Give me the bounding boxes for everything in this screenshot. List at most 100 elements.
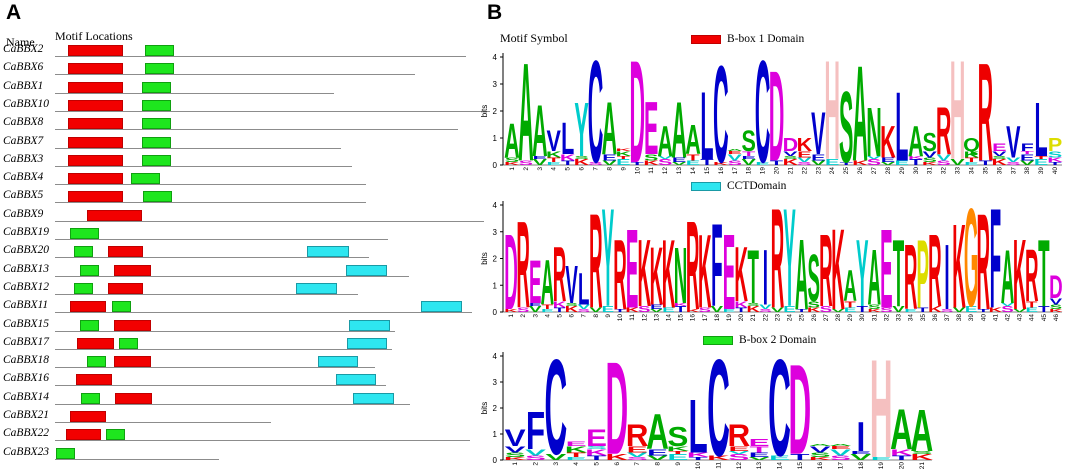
logo-letter: V <box>647 454 668 461</box>
motif-location-diagram: CaBBX2 CaBBX6 CaBBX1 CaBBX10 CaBBX8 CaBBX7 CaB… <box>0 0 490 473</box>
bbox2-motif-box <box>142 118 171 130</box>
logo-letter: K <box>662 219 676 329</box>
logo-letter: V <box>1050 297 1063 306</box>
logo-letter: R <box>819 213 833 328</box>
logo-letter: E <box>992 142 1006 154</box>
gene-length-line <box>55 348 392 350</box>
logo-letter: E <box>662 306 675 313</box>
logo-letter: S <box>517 306 530 313</box>
logo-position-label: 27 <box>823 314 830 322</box>
logo-letter: E <box>749 437 770 448</box>
cct-motif-box <box>296 282 337 294</box>
logo-letter: S <box>923 128 937 157</box>
logo-letter: T <box>909 158 922 167</box>
logo-letter: A <box>908 118 924 166</box>
cct-motif-box <box>346 264 387 276</box>
logo-letter: K <box>922 162 939 167</box>
gene-length-line <box>55 165 352 167</box>
logo-letter: E <box>880 207 893 333</box>
logo-letter: L <box>689 384 708 469</box>
gene-length-line <box>55 74 415 76</box>
logo-letter: T <box>748 234 759 319</box>
logo-letter: I <box>944 227 949 330</box>
logo-letter: S <box>505 157 519 164</box>
logo-position-label: 19 <box>726 314 733 322</box>
bbox1-motif-box <box>68 63 123 75</box>
logo-letter: A <box>671 86 687 175</box>
logo-y-tick-label: 3 <box>493 80 498 89</box>
logo-letter: K <box>783 158 799 167</box>
logo-position-label: 10 <box>617 314 624 322</box>
logo-letter: V <box>728 153 742 162</box>
bbox1-motif-box <box>68 45 123 56</box>
logo-letter: V <box>529 305 542 314</box>
logo-letter: T <box>965 157 979 164</box>
logo-letter: K <box>734 232 748 319</box>
logo-position-label: 13 <box>756 462 763 470</box>
logo-position-label: 31 <box>871 314 878 322</box>
logo-letter: E <box>586 425 607 452</box>
logo-position-label: 19 <box>878 462 885 470</box>
logo-letter: V <box>525 448 547 458</box>
logo-position-label: 6 <box>579 167 586 171</box>
logo-letter: S <box>839 72 853 184</box>
logo-letter: V <box>577 303 590 310</box>
logo-letter: K <box>643 160 659 167</box>
logo-position-label: 14 <box>665 314 672 322</box>
logo-letter: K <box>707 454 731 461</box>
logo-letter: I <box>763 234 768 322</box>
logo-letter: E <box>749 451 770 458</box>
bbox2-motif-box <box>81 392 100 404</box>
gene-length-line <box>55 403 410 405</box>
logo-position-label: 36 <box>932 314 939 322</box>
logo-letter: L <box>700 72 713 180</box>
cct-motif-box <box>307 246 349 258</box>
logo-position-label: 16 <box>817 462 824 470</box>
logo-letter: S <box>565 302 578 307</box>
logo-letter: T <box>1035 155 1049 160</box>
logo-letter: S <box>741 126 755 158</box>
logo-letter: T <box>617 155 631 160</box>
logo-position-label: 43 <box>1017 314 1024 322</box>
logo-letter: T <box>631 162 645 167</box>
logo-letter: V <box>565 253 578 314</box>
logo-position-label: 5 <box>565 167 572 171</box>
logo-letter: V <box>728 450 749 455</box>
logo-position-label: 16 <box>690 314 697 322</box>
logo-letter: E <box>881 157 895 164</box>
bbox2-motif-box <box>142 81 171 93</box>
logo-letter: C <box>707 331 730 473</box>
logo-letter: C <box>713 36 729 191</box>
logo-position-label: 7 <box>581 314 588 318</box>
logo-position-label: 40 <box>980 314 987 322</box>
logo-position-label: 17 <box>838 462 845 470</box>
logo-letter: K <box>574 158 590 167</box>
logo-position-label: 38 <box>1024 167 1031 175</box>
logo-letter: E <box>650 303 663 310</box>
logo-letter: E <box>755 162 769 167</box>
gene-name-label: CaBBX8 <box>3 116 44 129</box>
gene-length-line <box>55 312 472 314</box>
cct-legend-swatch <box>691 182 721 191</box>
logo-letter: R <box>1025 235 1039 317</box>
logo-position-label: 9 <box>620 167 627 171</box>
gene-name-label: CaBBX23 <box>3 445 49 458</box>
logo-position-label: 32 <box>883 314 890 322</box>
bbox1-motif-box <box>70 411 106 422</box>
gene-length-line <box>55 202 366 204</box>
logo-letter: S <box>586 445 607 450</box>
logo-letter: T <box>614 308 626 313</box>
logo-position-label: 8 <box>606 167 613 171</box>
logo-letter: H <box>950 32 966 190</box>
logo-letter: T <box>742 151 756 158</box>
logo-letter: A <box>532 91 548 172</box>
logo-letter: V <box>547 126 562 158</box>
logo-letter: V <box>953 306 966 313</box>
logo-letter: K <box>687 451 711 458</box>
logo-letter: S <box>519 160 533 167</box>
logo-letter: S <box>1050 303 1063 310</box>
logo-letter: E <box>825 158 839 167</box>
logo-letter: R <box>936 94 952 169</box>
logo-letter: D <box>769 45 785 189</box>
